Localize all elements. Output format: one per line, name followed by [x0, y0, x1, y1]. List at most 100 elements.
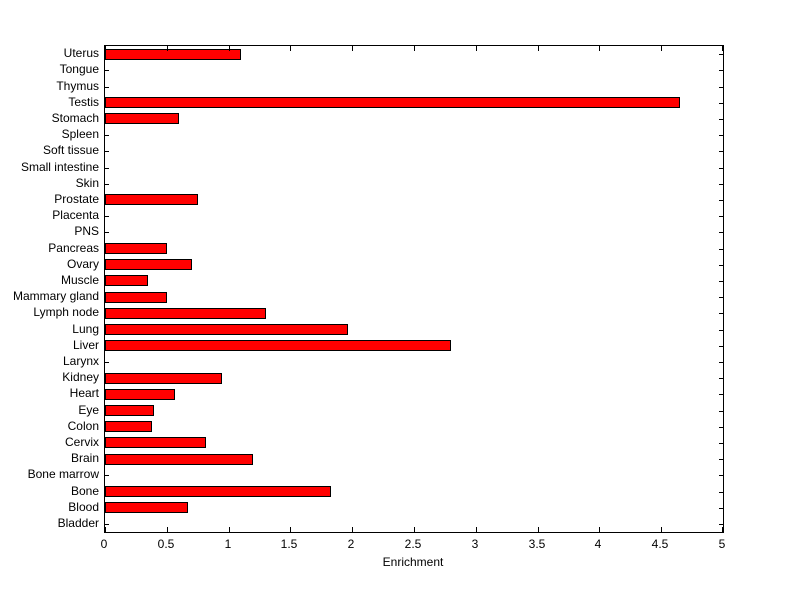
bar-cervix [105, 437, 206, 448]
x-tick-label: 3.5 [528, 537, 546, 551]
y-tick-mark [719, 443, 723, 444]
bar-blood [105, 502, 188, 513]
y-tick-mark [105, 362, 109, 363]
x-tick-mark [167, 527, 168, 532]
bar-mammary-gland [105, 292, 167, 303]
x-tick-label: 4.5 [651, 537, 669, 551]
y-tick-label: Colon [67, 418, 99, 433]
x-tick-mark [290, 46, 291, 51]
y-tick-mark [105, 70, 109, 71]
y-tick-mark [719, 330, 723, 331]
x-tick-label: 2 [347, 537, 355, 551]
y-tick-mark [719, 135, 723, 136]
y-tick-mark [719, 427, 723, 428]
x-tick-mark [229, 527, 230, 532]
x-tick-mark [290, 527, 291, 532]
x-tick-mark [414, 46, 415, 51]
y-tick-mark [719, 313, 723, 314]
y-tick-label: Pancreas [48, 240, 99, 255]
bar-brain [105, 454, 253, 465]
x-tick-mark [105, 527, 106, 532]
bar-testis [105, 97, 680, 108]
y-tick-mark [105, 216, 109, 217]
x-tick-mark [476, 527, 477, 532]
y-tick-mark [719, 265, 723, 266]
bar-eye [105, 405, 154, 416]
x-tick-label: 5 [718, 537, 726, 551]
y-tick-label: Testis [68, 94, 99, 109]
y-tick-mark [719, 378, 723, 379]
x-tick-label: 4 [594, 537, 602, 551]
x-tick-mark [476, 46, 477, 51]
x-tick-mark [105, 46, 106, 51]
y-tick-label: Muscle [60, 272, 99, 287]
y-tick-label: Soft tissue [42, 143, 99, 158]
bar-pancreas [105, 243, 167, 254]
x-tick-label: 0 [100, 537, 108, 551]
y-tick-mark [105, 87, 109, 88]
x-tick-label: 1 [224, 537, 232, 551]
x-tick-label: 0.5 [157, 537, 175, 551]
x-tick-mark [538, 46, 539, 51]
x-tick-mark [661, 527, 662, 532]
bar-heart [105, 389, 175, 400]
plot-area [104, 45, 724, 533]
y-tick-mark [105, 135, 109, 136]
y-tick-label: Kidney [62, 370, 99, 385]
bar-muscle [105, 275, 148, 286]
y-tick-mark [719, 184, 723, 185]
y-tick-label: Lymph node [33, 305, 99, 320]
y-tick-label: Bone marrow [27, 467, 99, 482]
x-axis-label: Enrichment [382, 555, 444, 569]
y-tick-mark [719, 200, 723, 201]
y-tick-mark [719, 346, 723, 347]
y-tick-label: Cervix [64, 434, 99, 449]
y-tick-mark [719, 492, 723, 493]
y-tick-mark [719, 87, 723, 88]
x-tick-mark [722, 46, 723, 51]
bar-ovary [105, 259, 192, 270]
x-tick-mark [538, 527, 539, 532]
y-tick-mark [719, 394, 723, 395]
bar-lymph-node [105, 308, 266, 319]
y-tick-label: Uterus [63, 46, 99, 61]
y-tick-mark [719, 411, 723, 412]
y-tick-label: Spleen [61, 127, 99, 142]
y-tick-label: PNS [74, 224, 99, 239]
y-tick-label: Tongue [59, 62, 99, 77]
y-tick-mark [719, 297, 723, 298]
y-tick-label: Eye [78, 402, 99, 417]
y-tick-label: Thymus [56, 78, 99, 93]
bar-kidney [105, 373, 222, 384]
y-tick-label: Ovary [66, 256, 99, 271]
y-tick-label: Skin [75, 175, 99, 190]
x-tick-mark [599, 527, 600, 532]
x-tick-mark [167, 46, 168, 51]
bar-bone [105, 486, 331, 497]
x-tick-mark [722, 527, 723, 532]
x-tick-mark [414, 527, 415, 532]
y-tick-mark [719, 232, 723, 233]
bar-uterus [105, 49, 241, 60]
y-tick-mark [719, 168, 723, 169]
y-tick-label: Larynx [62, 353, 99, 368]
y-tick-mark [719, 151, 723, 152]
x-tick-mark [352, 46, 353, 51]
y-tick-label: Heart [69, 386, 99, 401]
bar-prostate [105, 194, 198, 205]
bar-liver [105, 340, 451, 351]
y-tick-label: Small intestine [20, 159, 99, 174]
x-tick-mark [229, 46, 230, 51]
bar-colon [105, 421, 152, 432]
x-tick-mark [599, 46, 600, 51]
y-tick-mark [719, 119, 723, 120]
y-tick-label: Liver [72, 337, 99, 352]
x-tick-label: 2.5 [404, 537, 422, 551]
y-tick-mark [719, 281, 723, 282]
y-tick-mark [105, 168, 109, 169]
y-tick-label: Stomach [51, 110, 99, 125]
y-tick-mark [719, 524, 723, 525]
x-tick-mark [661, 46, 662, 51]
y-tick-label: Mammary gland [12, 289, 99, 304]
y-tick-label: Brain [70, 451, 99, 466]
